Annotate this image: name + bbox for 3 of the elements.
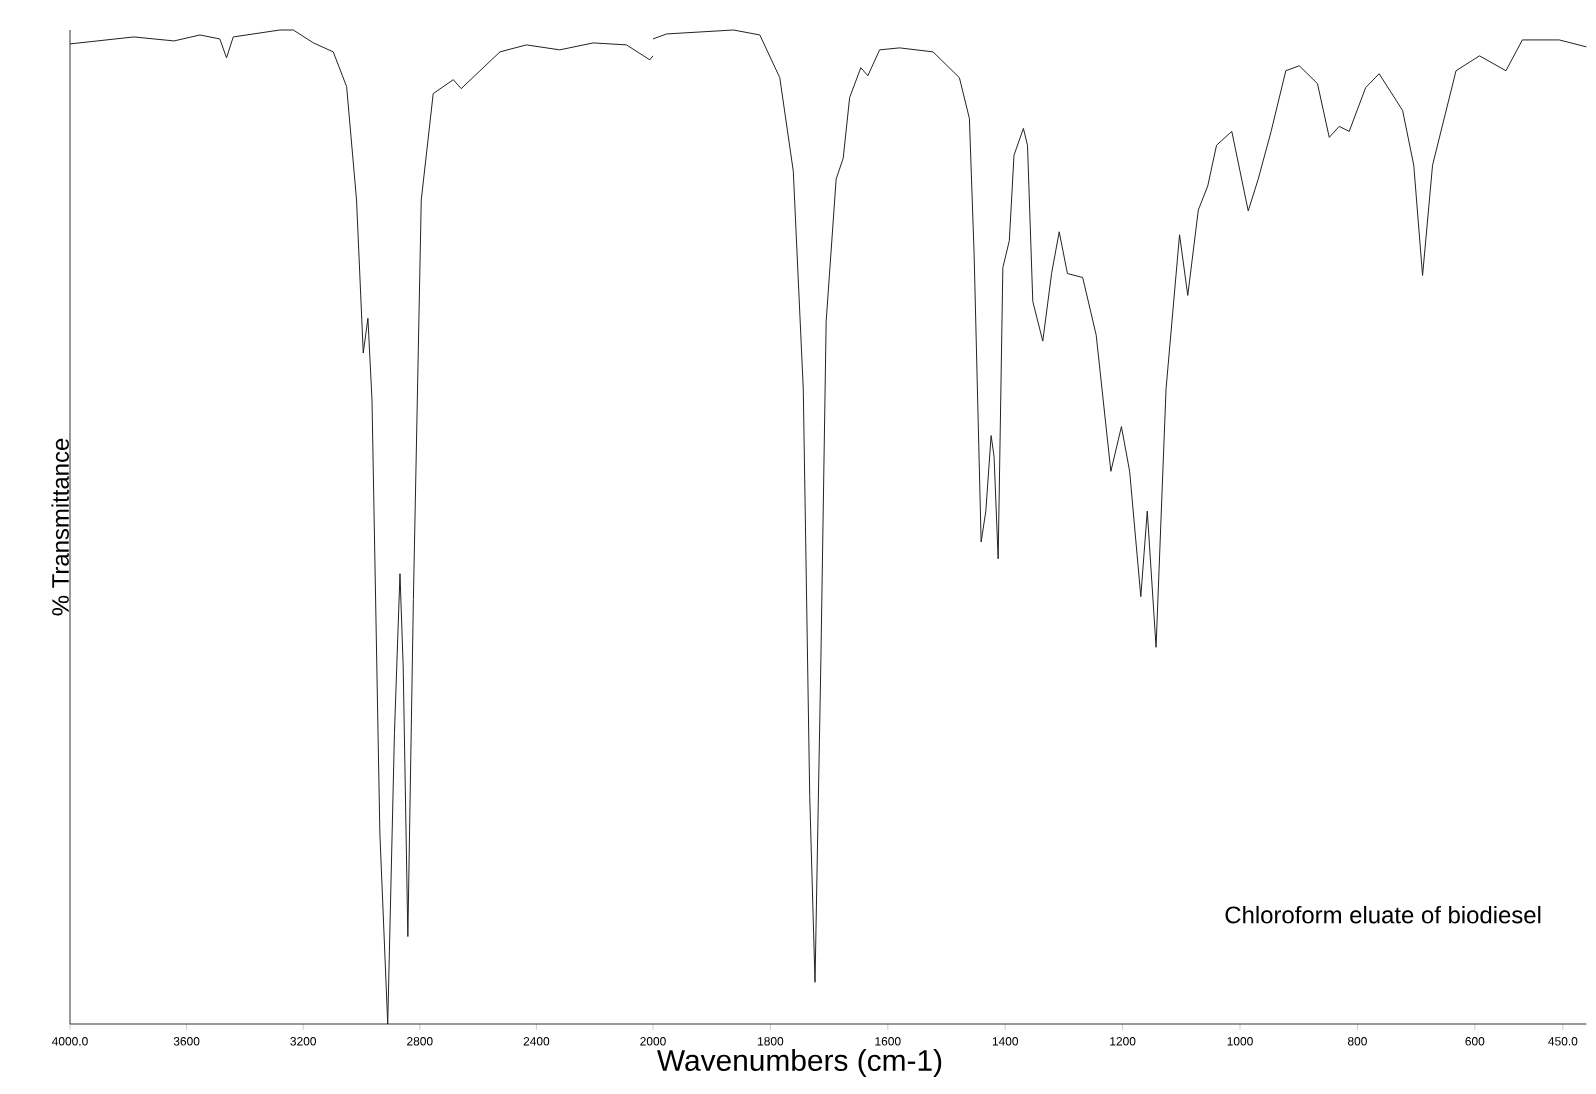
annotation: Chloroform eluate of biodiesel [1225, 905, 1541, 924]
x-axis-title: Wavenumbers (cm-1) [657, 1049, 942, 1077]
y-axis-title: % Transmittance [51, 438, 69, 616]
